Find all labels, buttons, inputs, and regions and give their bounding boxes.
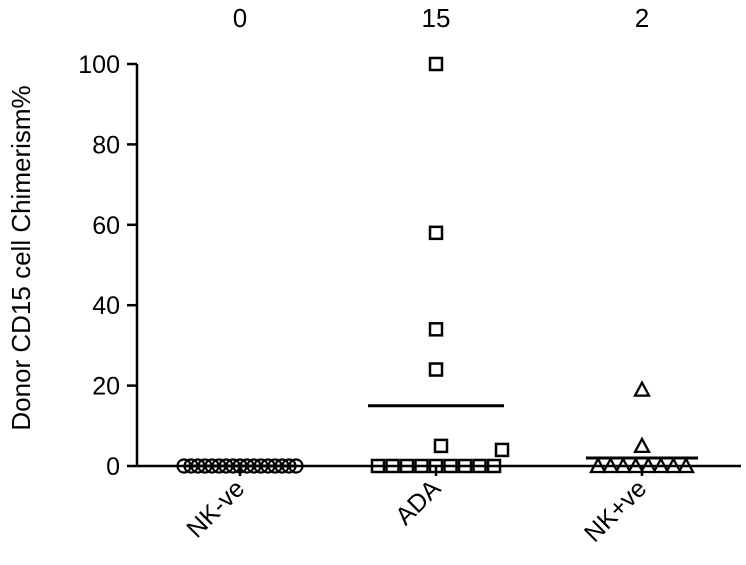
data-point-triangle: [664, 456, 683, 474]
group-mean-label: 15: [422, 3, 451, 33]
data-point-square: [494, 442, 510, 458]
data-point-square: [399, 458, 415, 474]
data-point-square: [486, 458, 502, 474]
data-point-square: [414, 458, 429, 474]
data-point-square: [428, 56, 444, 72]
group-mean-labels: 0 15 2: [233, 3, 649, 33]
mean-lines: [185, 404, 698, 468]
y-tick-label: 20: [92, 373, 120, 401]
y-tick-label: 100: [78, 51, 120, 79]
data-points: [176, 56, 695, 474]
data-point-circle: [281, 458, 297, 474]
x-category-label: ADA: [390, 474, 446, 530]
data-point-square: [472, 458, 487, 474]
data-point-circle: [288, 458, 304, 474]
x-ticks: NK-ve ADA NK+ve: [181, 466, 652, 548]
data-point-triangle: [677, 456, 695, 474]
data-point-square: [428, 458, 444, 474]
y-tick-label: 0: [106, 453, 120, 481]
y-tick-label: 80: [92, 131, 120, 159]
group-mean-label: 0: [233, 3, 247, 33]
y-ticks: 0 20 40 60 80 100: [78, 51, 137, 481]
data-point-square: [433, 438, 449, 454]
data-point-triangle: [639, 456, 658, 474]
data-point-triangle: [633, 380, 651, 397]
x-category-label: NK-ve: [181, 474, 250, 543]
data-point-square: [443, 458, 458, 474]
data-point-square: [370, 458, 386, 474]
y-tick-label: 40: [92, 292, 120, 320]
data-point-triangle: [614, 456, 633, 474]
data-point-triangle: [601, 456, 620, 474]
y-tick-label: 60: [92, 212, 120, 240]
data-point-square: [457, 458, 473, 474]
data-point-square: [428, 322, 444, 337]
data-point-triangle: [633, 436, 651, 454]
x-category-label: NK+ve: [579, 474, 652, 547]
data-point-triangle: [651, 456, 670, 474]
data-point-square: [385, 458, 400, 474]
data-point-square: [428, 362, 444, 377]
data-point-triangle: [626, 456, 645, 474]
data-point-triangle: [589, 456, 607, 474]
group-mean-label: 2: [635, 3, 649, 33]
y-axis-label: Donor CD15 cell Chimerism%: [6, 85, 36, 430]
data-point-square: [428, 225, 444, 241]
